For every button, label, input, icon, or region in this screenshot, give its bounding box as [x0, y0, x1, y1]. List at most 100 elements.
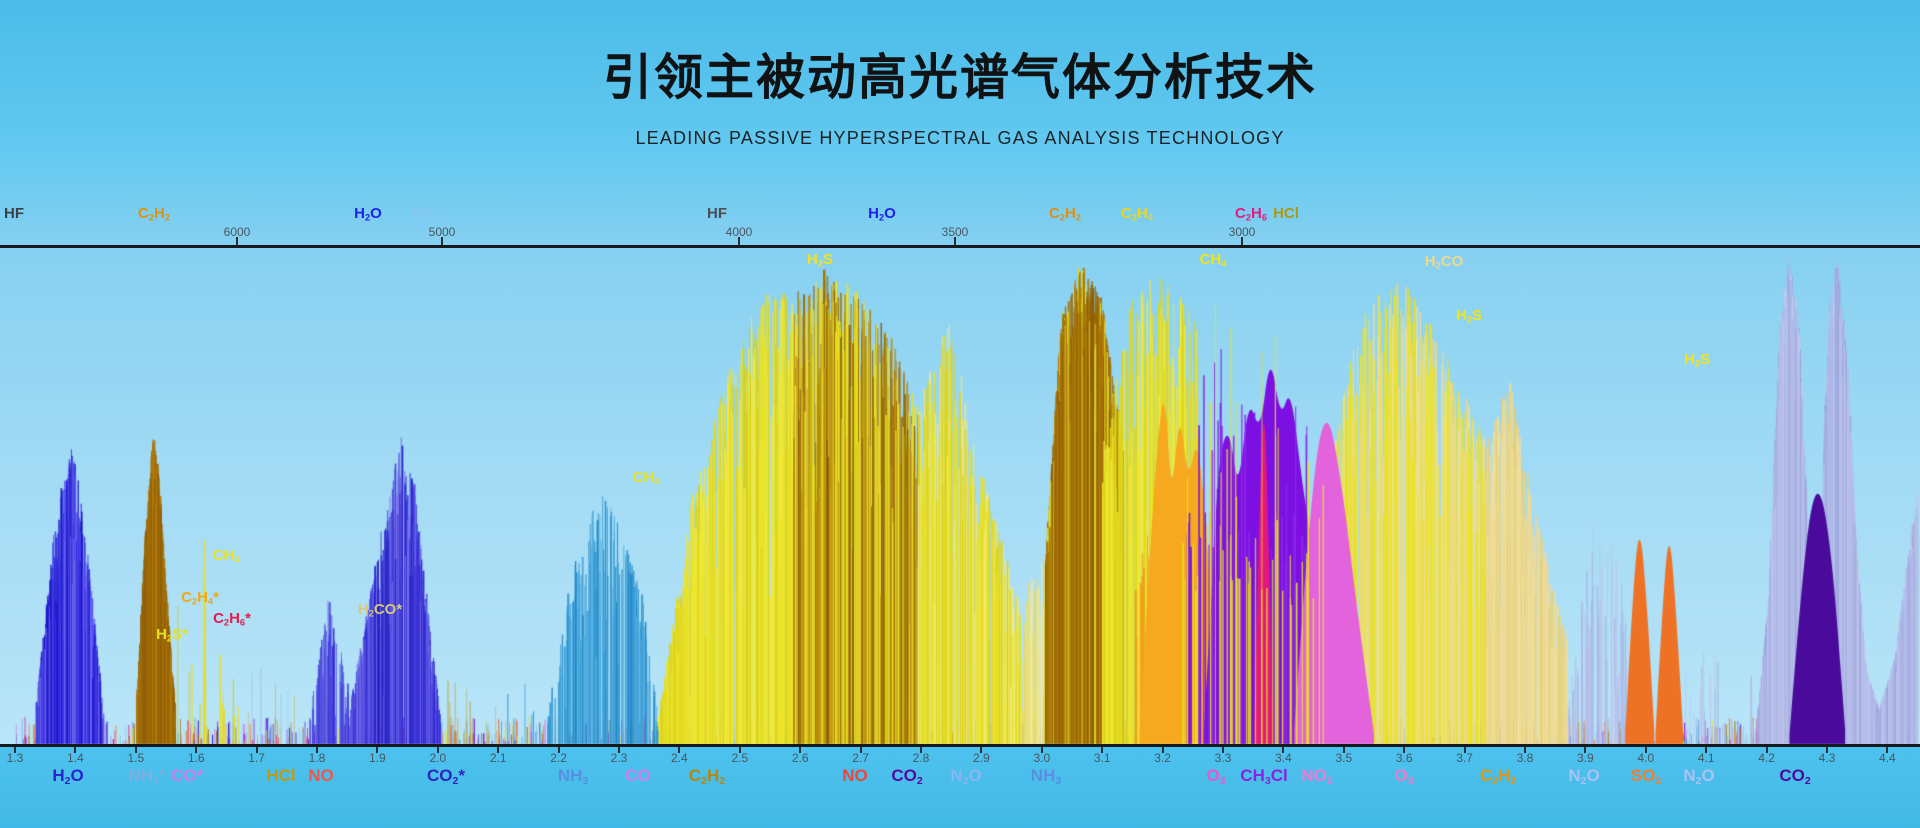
wavelength-tick-label: 2.3 — [610, 751, 628, 765]
wavelength-tick-label: 2.4 — [671, 751, 688, 765]
wavelength-tick-label: 3.9 — [1577, 751, 1594, 765]
wavelength-tick-label: 3.2 — [1154, 751, 1171, 765]
wavelength-tick-label: 2.6 — [791, 751, 809, 765]
wavelength-tick-mark — [1463, 747, 1466, 753]
wavenumber-tick-label: 4000 — [725, 225, 753, 239]
wavelength-tick-mark — [1040, 747, 1043, 753]
bottom-gas-label: O3 — [1394, 766, 1414, 787]
bottom-axis-line — [0, 744, 1920, 747]
bottom-gas-label: CO — [625, 766, 651, 785]
wavelength-tick-label: 4.2 — [1758, 751, 1775, 765]
wavelength-tick-label: 1.3 — [6, 751, 24, 765]
plot-gas-label: CH4 — [1199, 251, 1227, 269]
bottom-gas-label: O3 — [1206, 766, 1226, 787]
wavelength-tick-mark — [557, 747, 560, 753]
wavelength-tick-label: 1.6 — [187, 751, 205, 765]
bottom-gas-label: N2O — [1568, 766, 1600, 787]
bottom-gas-label: NO — [308, 766, 334, 785]
bottom-gas-label: NH3 — [557, 766, 589, 787]
wavelength-tick-label: 1.9 — [369, 751, 386, 765]
page-subtitle: LEADING PASSIVE HYPERSPECTRAL GAS ANALYS… — [635, 127, 1285, 148]
wavelength-tick-label: 2.7 — [852, 751, 869, 765]
wavelength-tick-label: 3.4 — [1275, 751, 1292, 765]
plot-gas-label: CH4 — [632, 469, 660, 487]
wavelength-tick-mark — [738, 747, 741, 753]
bottom-gas-label: NO2 — [1301, 766, 1333, 787]
top-gas-label: C2H2 — [137, 205, 171, 223]
top-gas-label: HF — [707, 205, 727, 222]
wavelength-tick-mark — [195, 747, 198, 753]
wavelength-tick-label: 1.7 — [248, 751, 265, 765]
plot-gas-label: H2S* — [156, 626, 188, 644]
wavelength-tick-mark — [1222, 747, 1224, 753]
bottom-gas-label: C2H2 — [1479, 766, 1517, 787]
bottom-gas-label: NH3* — [128, 766, 166, 787]
wavelength-tick-label: 1.5 — [127, 751, 145, 765]
wavelength-tick-mark — [799, 747, 802, 753]
wavelength-tick-mark — [980, 747, 983, 753]
wavelength-tick-mark — [1342, 747, 1345, 753]
top-gas-label: C2H2 — [1048, 205, 1082, 223]
top-gas-label: H2O — [354, 205, 382, 223]
bottom-gas-label: CO* — [170, 766, 204, 785]
wavelength-tick-label: 3.7 — [1456, 751, 1473, 765]
bottom-gas-label: CH3Cl — [1240, 766, 1288, 787]
wavelength-tick-label: 4.4 — [1879, 751, 1896, 765]
wavelength-tick-label: 3.6 — [1395, 751, 1413, 765]
wavelength-tick-label: 3.8 — [1516, 751, 1534, 765]
wavenumber-tick-mark — [954, 237, 956, 245]
top-gas-label: C2H6 — [1234, 205, 1268, 223]
wavelength-tick-mark — [678, 747, 681, 753]
top-axis-line — [0, 245, 1920, 248]
wavelength-tick-mark — [1644, 747, 1647, 753]
wavelength-tick-mark — [1282, 747, 1285, 753]
wavelength-tick-label: 4.0 — [1637, 751, 1655, 765]
plot-gas-label: H2CO — [1424, 253, 1464, 271]
wavelength-tick-label: 2.2 — [550, 751, 567, 765]
plot-gas-label: H2S — [806, 251, 834, 269]
wavelength-tick-mark — [1765, 747, 1768, 753]
wavelength-tick-mark — [859, 747, 862, 753]
plot-gas-label: H2S — [1455, 307, 1483, 325]
wavelength-tick-mark — [497, 747, 500, 753]
bottom-gas-label: H2O — [52, 766, 84, 787]
wavenumber-tick-mark — [236, 237, 238, 245]
header: 引领主被动高光谱气体分析技术 LEADING PASSIVE HYPERSPEC… — [0, 51, 1920, 149]
wavelength-tick-mark — [1705, 747, 1708, 753]
wavelength-tick-label: 3.1 — [1093, 751, 1111, 765]
wavelength-tick-mark — [1101, 747, 1104, 753]
bottom-gas-label: N2O — [1683, 766, 1715, 787]
top-gas-label: HF — [4, 205, 24, 222]
wavelength-tick-mark — [74, 747, 77, 753]
wavelength-tick-label: 1.4 — [67, 751, 84, 765]
bottom-gas-label: CO2* — [427, 766, 465, 787]
wavelength-tick-mark — [920, 747, 922, 753]
wavelength-tick-mark — [1403, 747, 1406, 753]
wavelength-tick-mark — [376, 747, 379, 753]
bottom-gas-label: NO — [842, 766, 868, 785]
bottom-gas-label: HCl — [266, 766, 296, 785]
wavenumber-tick-label: 3000 — [1228, 225, 1256, 239]
wavelength-tick-label: 4.3 — [1818, 751, 1836, 765]
wavelength-tick-mark — [436, 747, 439, 753]
wavelength-tick-label: 3.5 — [1335, 751, 1353, 765]
top-gas-label: H2O — [868, 205, 896, 223]
wavelength-tick-label: 3.0 — [1033, 751, 1051, 765]
plot-gas-label: CH4 — [212, 547, 240, 565]
page-title: 引领主被动高光谱气体分析技术 — [602, 51, 1317, 105]
bottom-gas-label: O2 — [0, 767, 2, 787]
plot-gas-label: C2H4* — [181, 589, 219, 607]
wavelength-tick-mark — [1161, 747, 1164, 753]
wavelength-tick-label: 2.8 — [912, 751, 930, 765]
wavelength-tick-mark — [134, 747, 137, 753]
wavelength-tick-mark — [14, 747, 16, 753]
plot-gas-label: H2S — [1683, 351, 1711, 369]
wavelength-tick-label: 3.3 — [1214, 751, 1232, 765]
plot-gas-label: C2H6* — [213, 610, 251, 628]
wavelength-tick-label: 2.5 — [731, 751, 749, 765]
wavenumber-tick-label: 6000 — [223, 225, 251, 239]
wavenumber-tick-label: 3500 — [941, 225, 969, 239]
wavelength-tick-mark — [255, 747, 258, 753]
